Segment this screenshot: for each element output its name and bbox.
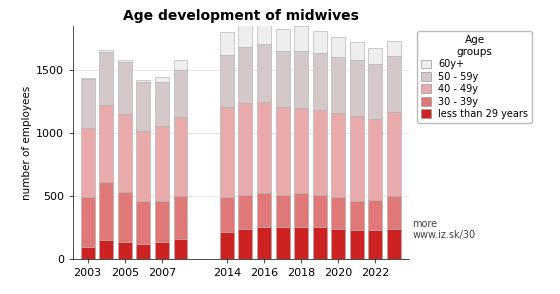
Bar <box>294 193 308 227</box>
Bar <box>220 197 234 232</box>
Bar <box>368 200 382 230</box>
Bar <box>257 193 271 227</box>
Bar <box>276 29 290 51</box>
Bar <box>220 107 234 197</box>
Bar <box>99 50 113 52</box>
Bar <box>220 55 234 107</box>
Bar <box>174 70 188 117</box>
Bar <box>118 242 132 259</box>
Bar <box>99 105 113 182</box>
Bar <box>312 110 326 195</box>
Bar <box>137 131 150 201</box>
Bar <box>294 51 308 108</box>
Bar <box>332 113 345 197</box>
Bar <box>257 11 271 44</box>
Bar <box>276 51 290 107</box>
Bar <box>220 232 234 259</box>
Bar <box>312 31 326 54</box>
Bar <box>387 229 401 259</box>
Bar <box>368 119 382 200</box>
Bar <box>99 240 113 259</box>
Bar <box>332 57 345 113</box>
Bar <box>332 197 345 229</box>
Bar <box>239 46 253 103</box>
Bar <box>350 201 364 230</box>
Bar <box>81 128 95 197</box>
Bar <box>99 52 113 105</box>
Bar <box>137 82 150 131</box>
Bar <box>174 239 188 259</box>
Bar <box>174 196 188 239</box>
Bar <box>312 227 326 259</box>
Bar <box>118 62 132 114</box>
Bar <box>350 42 364 60</box>
Bar <box>276 195 290 227</box>
Bar <box>137 201 150 244</box>
Bar <box>99 182 113 240</box>
Bar <box>81 247 95 259</box>
Bar <box>118 60 132 62</box>
Bar <box>81 78 95 128</box>
Bar <box>174 60 188 70</box>
Bar <box>312 54 326 110</box>
Bar <box>257 227 271 259</box>
Bar <box>81 197 95 247</box>
Bar <box>137 244 150 259</box>
Bar <box>118 114 132 192</box>
Bar <box>368 230 382 259</box>
Bar <box>155 77 169 82</box>
Bar <box>174 117 188 196</box>
Bar <box>220 32 234 55</box>
Bar <box>332 229 345 259</box>
Bar <box>118 192 132 242</box>
Bar <box>239 103 253 195</box>
Bar <box>350 230 364 259</box>
Bar <box>137 80 150 82</box>
Bar <box>350 60 364 116</box>
Text: more
www.iz.sk/30: more www.iz.sk/30 <box>412 218 475 240</box>
Bar <box>239 21 253 46</box>
Bar <box>294 26 308 51</box>
Bar <box>294 227 308 259</box>
Bar <box>332 36 345 57</box>
Bar <box>294 108 308 193</box>
Bar <box>276 107 290 195</box>
Bar <box>387 196 401 229</box>
Title: Age development of midwives: Age development of midwives <box>123 9 359 23</box>
Y-axis label: number of employees: number of employees <box>22 86 31 200</box>
Bar <box>368 64 382 119</box>
Legend: 60y+, 50 - 59y, 40 - 49y, 30 - 39y, less than 29 years: 60y+, 50 - 59y, 40 - 49y, 30 - 39y, less… <box>417 31 533 123</box>
Bar <box>350 116 364 201</box>
Bar <box>239 195 253 229</box>
Bar <box>239 229 253 259</box>
Bar <box>257 102 271 193</box>
Bar <box>257 44 271 102</box>
Bar <box>155 201 169 242</box>
Bar <box>312 195 326 227</box>
Bar <box>276 227 290 259</box>
Bar <box>155 126 169 201</box>
Bar <box>387 56 401 112</box>
Bar <box>368 49 382 64</box>
Bar <box>155 82 169 126</box>
Bar <box>387 112 401 196</box>
Bar <box>155 242 169 259</box>
Bar <box>387 41 401 56</box>
